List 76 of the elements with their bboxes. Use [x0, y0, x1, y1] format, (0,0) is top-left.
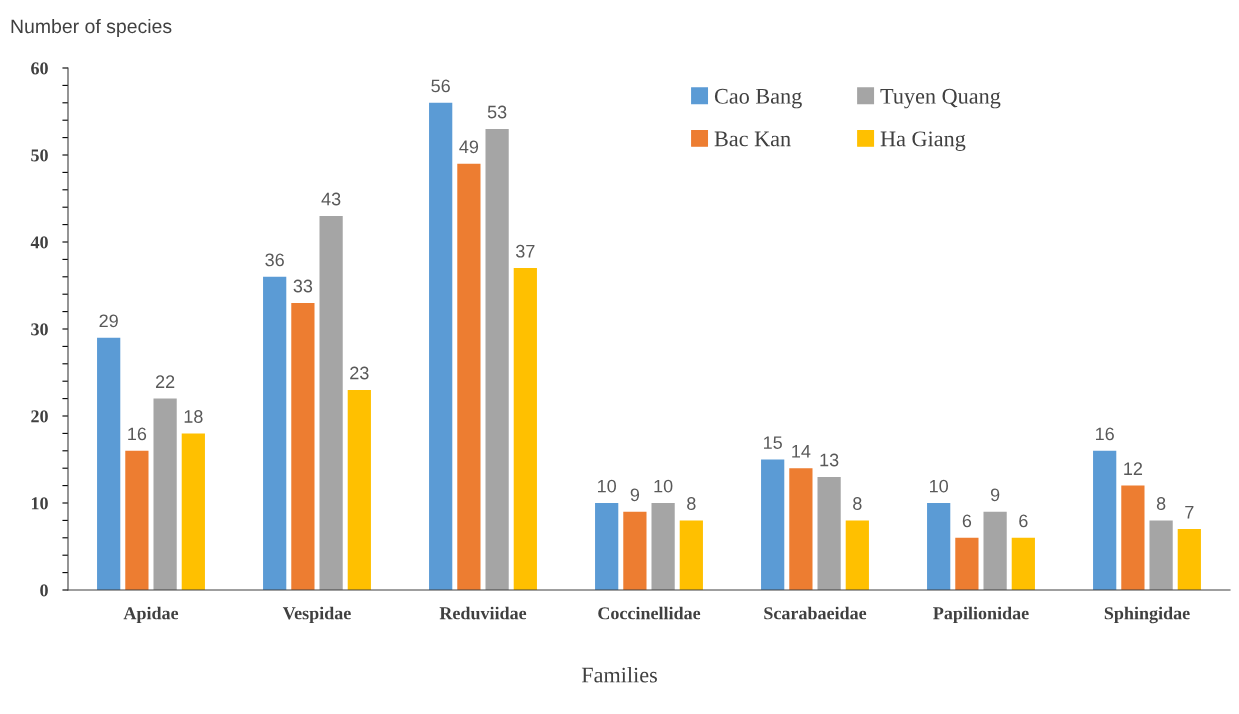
- bar: [457, 163, 481, 590]
- data-label: 56: [431, 79, 450, 93]
- x-tick-label: Reduviidae: [439, 606, 527, 620]
- bar: [1149, 520, 1173, 590]
- data-label: 16: [128, 427, 147, 441]
- bar: [97, 337, 121, 590]
- data-label: 36: [265, 253, 284, 267]
- bar: [1011, 537, 1035, 590]
- data-label: 23: [350, 366, 369, 380]
- data-label: 33: [293, 279, 313, 293]
- y-axis-title: Number of species: [11, 18, 172, 38]
- bar: [1093, 450, 1117, 590]
- bar: [983, 511, 1007, 590]
- bar: [623, 511, 647, 590]
- y-tick-label: 60: [31, 62, 48, 75]
- data-label: 22: [155, 375, 175, 388]
- bar: [845, 520, 869, 590]
- bar: [263, 276, 287, 590]
- bar: [1121, 485, 1145, 590]
- bar: [485, 128, 509, 590]
- data-label: 10: [930, 479, 949, 493]
- bar: [651, 503, 675, 590]
- bar: [955, 537, 979, 590]
- x-tick-label: Apidae: [123, 606, 179, 624]
- data-label: 8: [687, 497, 696, 510]
- data-label: 9: [990, 488, 1000, 502]
- legend-label: Tuyen Quang: [880, 88, 1001, 109]
- data-label: 14: [792, 445, 811, 458]
- x-tick-label: Scarabaeidae: [764, 606, 867, 620]
- y-tick-label: 30: [31, 323, 48, 336]
- bar: [513, 268, 537, 590]
- data-label: 10: [654, 479, 673, 493]
- bar: [817, 476, 841, 590]
- data-label: 8: [1156, 497, 1166, 510]
- bar: [319, 215, 343, 590]
- data-label: 6: [962, 514, 972, 528]
- data-label: 29: [99, 314, 118, 328]
- bar: [347, 389, 371, 590]
- y-tick-label: 50: [31, 149, 48, 162]
- data-label: 10: [598, 479, 617, 493]
- bar: [789, 468, 813, 590]
- x-tick-label: Papilionidae: [933, 606, 1029, 624]
- data-label: 16: [1096, 427, 1114, 441]
- bar: [181, 433, 205, 590]
- y-tick-label: 20: [31, 410, 48, 423]
- data-label: 49: [459, 140, 479, 154]
- x-tick-label: Coccinellidae: [598, 606, 701, 620]
- data-label: 43: [321, 192, 341, 206]
- bar: [679, 520, 703, 590]
- bar: [595, 503, 619, 590]
- legend-label: Cao Bang: [714, 88, 802, 109]
- bar: [125, 450, 149, 590]
- bar: [927, 503, 951, 590]
- data-label: 18: [184, 410, 203, 423]
- data-label: 8: [853, 497, 862, 510]
- bar: [1177, 529, 1201, 590]
- data-label: 9: [630, 488, 640, 502]
- data-label: 53: [487, 105, 507, 119]
- data-label: 12: [1124, 462, 1143, 475]
- data-label: 7: [1185, 505, 1194, 519]
- bar: [153, 398, 177, 590]
- y-tick-label: 40: [30, 236, 48, 249]
- data-label: 37: [515, 244, 535, 258]
- bar: [291, 302, 315, 590]
- data-label: 6: [1019, 514, 1028, 528]
- x-tick-label: Sphingidae: [1104, 606, 1190, 624]
- y-tick-label: 0: [40, 584, 48, 597]
- x-tick-label: Vespidae: [282, 606, 351, 624]
- bar: [429, 102, 453, 590]
- x-axis-title: Families: [581, 666, 657, 683]
- bar: [761, 459, 785, 590]
- y-tick-label: 10: [31, 497, 48, 510]
- data-label: 13: [820, 453, 839, 467]
- legend-label: Ha Giang: [880, 131, 966, 151]
- data-label: 15: [764, 436, 782, 449]
- legend-label: Bac Kan: [714, 131, 791, 147]
